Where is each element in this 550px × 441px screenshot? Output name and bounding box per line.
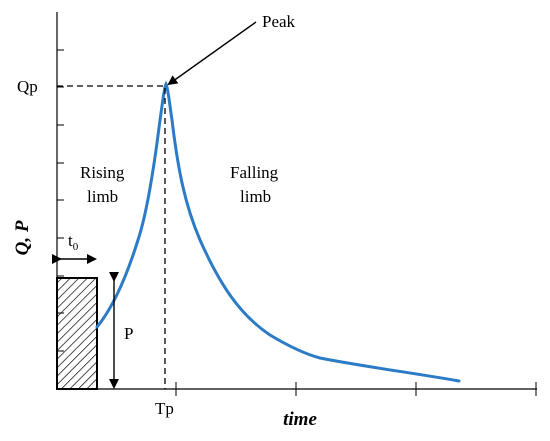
- qp-label: Qp: [17, 77, 38, 96]
- x-axis-title: time: [283, 409, 317, 430]
- hydrograph-curve: [95, 80, 461, 383]
- tp-label: Tp: [155, 399, 174, 418]
- y-axis-title: Q, P: [12, 220, 33, 255]
- rising-limb-label-line2: limb: [87, 187, 118, 206]
- x-axis-ticks: [175, 382, 537, 396]
- t0-label: t0: [68, 231, 79, 253]
- peak-arrow: [167, 21, 257, 86]
- falling-limb-label-line2: limb: [240, 187, 271, 206]
- peak-label: Peak: [262, 12, 296, 31]
- p-label: P: [124, 324, 133, 343]
- rainfall-block: [56, 277, 98, 390]
- rising-limb-label-line1: Rising: [80, 163, 125, 182]
- falling-limb-label-line1: Falling: [230, 163, 279, 182]
